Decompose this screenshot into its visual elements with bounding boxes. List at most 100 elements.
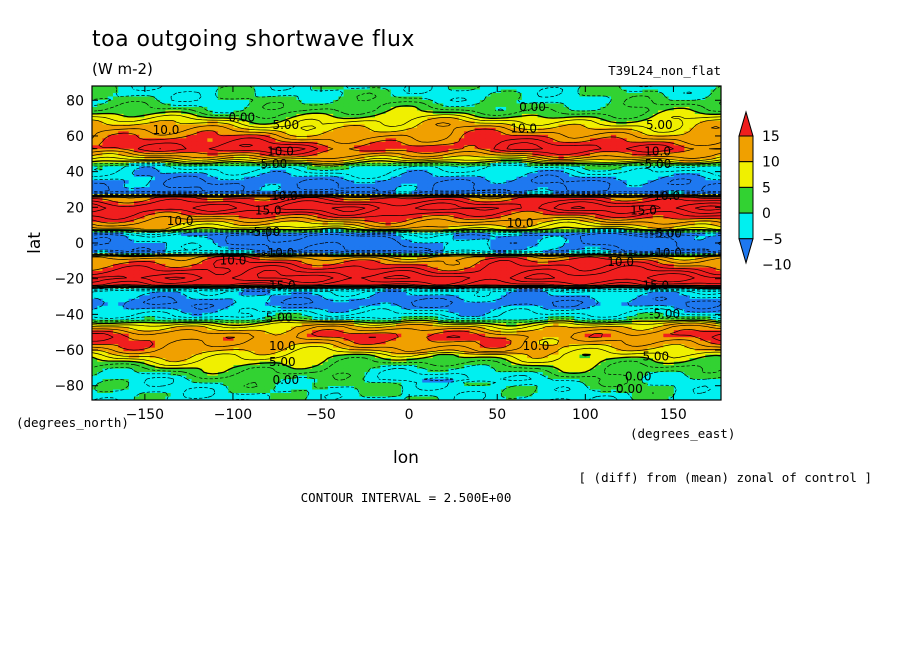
field-cell (568, 131, 575, 136)
field-cell (212, 138, 219, 143)
field-cell (553, 145, 560, 150)
field-cell (112, 134, 119, 139)
field-cell (411, 197, 418, 202)
field-cell (679, 131, 685, 136)
field-cell (516, 187, 523, 192)
field-cell (574, 89, 581, 94)
field-cell (469, 183, 476, 188)
field-cell (285, 204, 292, 209)
field-cell (469, 166, 476, 171)
field-cell (715, 124, 721, 129)
field-cell (348, 113, 355, 118)
field-cell (631, 141, 638, 146)
field-cell (443, 208, 450, 213)
field-cell (406, 106, 413, 112)
field-cell (563, 222, 570, 227)
field-cell (170, 201, 177, 206)
field-cell (139, 176, 146, 181)
field-cell (464, 127, 470, 132)
field-cell (416, 86, 423, 91)
field-cell (673, 159, 680, 164)
field-cell (705, 197, 712, 202)
field-cell (548, 187, 554, 192)
field-cell (521, 148, 528, 153)
field-cell (144, 113, 151, 118)
field-cell (249, 92, 256, 98)
field-cell (474, 99, 481, 105)
field-cell (233, 176, 240, 181)
field-cell (568, 145, 575, 150)
field-cell (532, 99, 539, 105)
field-cell (301, 113, 308, 118)
field-cell (411, 159, 418, 164)
field-cell (558, 120, 565, 125)
field-cell (385, 110, 392, 115)
field-cell (616, 134, 623, 139)
field-cell (233, 106, 240, 112)
field-cell (401, 117, 408, 122)
field-cell (416, 103, 423, 108)
field-cell (296, 155, 303, 160)
field-cell (637, 169, 643, 174)
field-cell (443, 92, 450, 98)
field-cell (97, 145, 104, 150)
field-cell (658, 92, 664, 98)
field-cell (212, 127, 219, 132)
field-cell (327, 99, 334, 105)
field-cell (437, 134, 444, 139)
field-cell (621, 124, 628, 129)
field-cell (317, 187, 324, 192)
field-cell (584, 176, 591, 181)
field-cell (568, 106, 575, 112)
field-cell (102, 113, 109, 118)
field-cell (97, 99, 104, 105)
field-cell (579, 106, 586, 112)
field-cell (160, 138, 166, 143)
field-cell (621, 89, 628, 94)
field-cell (679, 110, 685, 115)
field-cell (500, 106, 507, 112)
field-cell (474, 190, 481, 195)
field-cell (212, 117, 219, 122)
field-cell (312, 124, 318, 129)
field-cell (139, 103, 146, 108)
field-cell (406, 127, 413, 132)
field-cell (511, 92, 518, 98)
field-cell (715, 183, 721, 188)
field-cell (506, 180, 512, 185)
field-cell (354, 113, 360, 118)
field-cell (102, 134, 109, 139)
field-cell (642, 155, 649, 160)
field-cell (149, 173, 156, 178)
field-cell (694, 162, 701, 167)
field-cell (490, 145, 497, 150)
field-cell (186, 159, 193, 164)
field-cell (458, 180, 465, 185)
field-cell (595, 138, 602, 143)
field-cell (196, 187, 203, 192)
field-cell (406, 166, 413, 171)
field-cell (432, 99, 439, 105)
field-cell (411, 86, 418, 91)
field-cell (160, 127, 166, 132)
field-cell (223, 204, 229, 209)
field-cell (244, 120, 250, 125)
field-cell (364, 103, 371, 108)
field-cell (191, 173, 198, 178)
field-cell (527, 187, 533, 192)
field-cell (684, 159, 691, 164)
field-cell (568, 148, 575, 153)
field-cell (202, 99, 208, 105)
field-cell (694, 180, 701, 185)
field-cell (380, 106, 387, 112)
field-cell (259, 190, 266, 195)
field-cell (479, 173, 486, 178)
field-cell (422, 152, 429, 157)
field-cell (700, 113, 706, 118)
field-cell (448, 204, 455, 209)
field-cell (191, 92, 198, 98)
field-cell (139, 92, 146, 98)
field-cell (207, 106, 214, 112)
field-cell (610, 166, 617, 171)
field-cell (160, 180, 166, 185)
